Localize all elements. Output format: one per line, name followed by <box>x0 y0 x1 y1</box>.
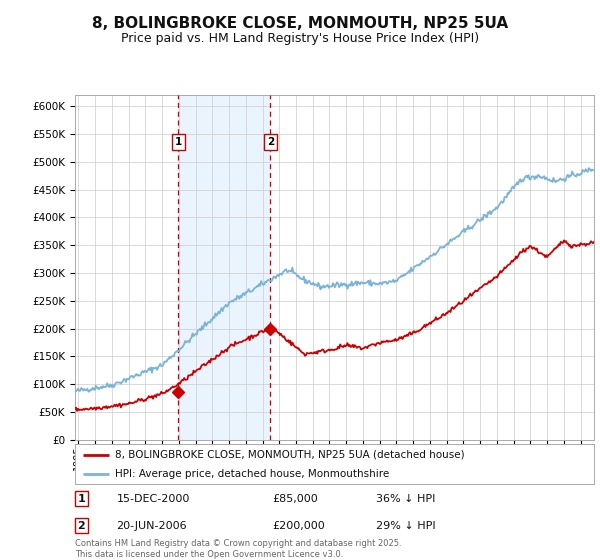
Text: 1: 1 <box>175 137 182 147</box>
Text: 15-DEC-2000: 15-DEC-2000 <box>116 493 190 503</box>
Text: Price paid vs. HM Land Registry's House Price Index (HPI): Price paid vs. HM Land Registry's House … <box>121 32 479 45</box>
Text: £200,000: £200,000 <box>272 521 325 531</box>
Text: 8, BOLINGBROKE CLOSE, MONMOUTH, NP25 5UA: 8, BOLINGBROKE CLOSE, MONMOUTH, NP25 5UA <box>92 16 508 31</box>
Text: 2: 2 <box>77 521 85 531</box>
Text: 36% ↓ HPI: 36% ↓ HPI <box>376 493 436 503</box>
Text: £85,000: £85,000 <box>272 493 318 503</box>
Text: 20-JUN-2006: 20-JUN-2006 <box>116 521 187 531</box>
Text: 29% ↓ HPI: 29% ↓ HPI <box>376 521 436 531</box>
Text: HPI: Average price, detached house, Monmouthshire: HPI: Average price, detached house, Monm… <box>115 469 389 478</box>
Text: Contains HM Land Registry data © Crown copyright and database right 2025.
This d: Contains HM Land Registry data © Crown c… <box>75 539 401 559</box>
Bar <box>178 95 271 440</box>
Text: 1: 1 <box>77 493 85 503</box>
Text: 8, BOLINGBROKE CLOSE, MONMOUTH, NP25 5UA (detached house): 8, BOLINGBROKE CLOSE, MONMOUTH, NP25 5UA… <box>115 450 464 460</box>
Text: 2: 2 <box>267 137 274 147</box>
